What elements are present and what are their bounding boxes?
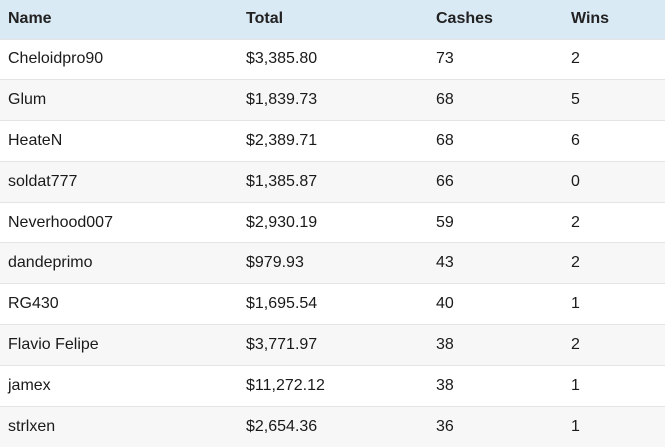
wins-count: 2 bbox=[571, 254, 580, 272]
table-row: HeateN $2,389.71 68 6 bbox=[0, 120, 665, 162]
cashes-count: 36 bbox=[436, 417, 454, 435]
cashes-count: 68 bbox=[436, 131, 454, 149]
wins-count: 1 bbox=[571, 376, 580, 394]
cashes-count: 38 bbox=[436, 335, 454, 353]
player-name: soldat777 bbox=[8, 172, 78, 190]
total-amount: $1,839.73 bbox=[246, 91, 318, 109]
player-name: Flavio Felipe bbox=[8, 335, 99, 353]
cashes-count: 59 bbox=[436, 213, 454, 231]
total-amount: $979.93 bbox=[246, 254, 304, 272]
cashes-count: 40 bbox=[436, 295, 454, 313]
table-row: Neverhood007 $2,930.19 59 2 bbox=[0, 202, 665, 243]
cashes-count: 66 bbox=[436, 172, 454, 190]
player-name: Glum bbox=[8, 91, 47, 109]
total-amount: $3,771.97 bbox=[246, 335, 318, 353]
cashes-count: 43 bbox=[436, 254, 454, 272]
cashes-count: 38 bbox=[436, 376, 454, 394]
player-name: HeateN bbox=[8, 131, 63, 149]
cashes-count: 68 bbox=[436, 91, 454, 109]
wins-count: 6 bbox=[571, 131, 580, 149]
table-row: Cheloidpro90 $3,385.80 73 2 bbox=[0, 39, 665, 80]
wins-count: 0 bbox=[571, 172, 580, 190]
column-header-wins[interactable]: Wins bbox=[571, 10, 610, 28]
player-name: dandeprimo bbox=[8, 254, 93, 272]
total-amount: $11,272.12 bbox=[246, 376, 325, 394]
player-name: Cheloidpro90 bbox=[8, 50, 104, 68]
table-row: Glum $1,839.73 68 5 bbox=[0, 79, 665, 121]
table-row: RG430 $1,695.54 40 1 bbox=[0, 283, 665, 325]
player-name: strlxen bbox=[8, 417, 56, 435]
wins-count: 2 bbox=[571, 335, 580, 353]
table-body: Cheloidpro90 $3,385.80 73 2 Glum $1,839.… bbox=[0, 39, 665, 447]
wins-count: 2 bbox=[571, 213, 580, 231]
table-row: soldat777 $1,385.87 66 0 bbox=[0, 161, 665, 203]
player-name: RG430 bbox=[8, 295, 59, 313]
total-amount: $1,695.54 bbox=[246, 295, 318, 313]
table-row: Flavio Felipe $3,771.97 38 2 bbox=[0, 324, 665, 366]
table-header: Name Total Cashes Wins bbox=[0, 0, 665, 39]
wins-count: 1 bbox=[571, 417, 580, 435]
total-amount: $2,389.71 bbox=[246, 131, 318, 149]
total-amount: $2,654.36 bbox=[246, 417, 318, 435]
total-amount: $3,385.80 bbox=[246, 50, 318, 68]
column-header-cashes[interactable]: Cashes bbox=[436, 10, 493, 28]
wins-count: 5 bbox=[571, 91, 580, 109]
total-amount: $2,930.19 bbox=[246, 213, 318, 231]
total-amount: $1,385.87 bbox=[246, 172, 318, 190]
player-name: jamex bbox=[8, 376, 51, 394]
player-name: Neverhood007 bbox=[8, 213, 113, 231]
wins-count: 2 bbox=[571, 50, 580, 68]
wins-count: 1 bbox=[571, 295, 580, 313]
table-row: strlxen $2,654.36 36 1 bbox=[0, 406, 665, 447]
table-row: dandeprimo $979.93 43 2 bbox=[0, 242, 665, 284]
header-row: Name Total Cashes Wins bbox=[0, 0, 665, 39]
cashes-count: 73 bbox=[436, 50, 454, 68]
table-row: jamex $11,272.12 38 1 bbox=[0, 365, 665, 407]
column-header-name[interactable]: Name bbox=[8, 10, 52, 28]
column-header-total[interactable]: Total bbox=[246, 10, 284, 28]
